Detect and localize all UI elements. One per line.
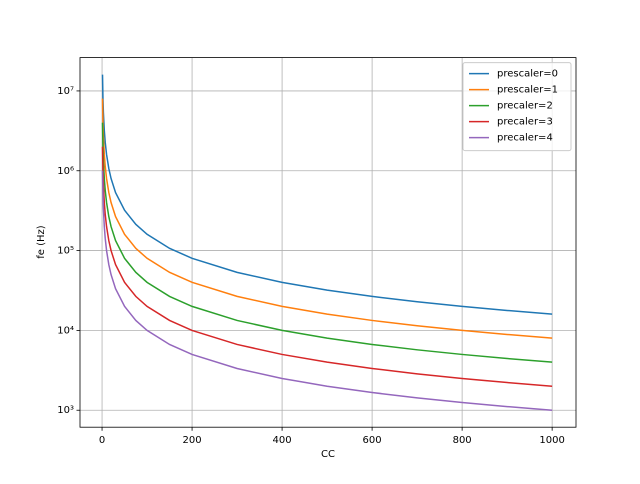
y-tick-label: 10⁵	[57, 246, 74, 257]
legend-label: prescaler=1	[497, 85, 558, 96]
y-tick-label: 10³	[57, 405, 74, 416]
x-tick-label: 400	[273, 435, 292, 446]
y-tick-label: 10⁴	[57, 325, 74, 336]
legend-label: precaler=2	[497, 101, 553, 112]
x-axis-label: CC	[321, 449, 335, 460]
y-tick-label: 10⁷	[57, 86, 74, 97]
legend-label: precaler=4	[497, 133, 553, 144]
y-tick-label: 10⁶	[57, 166, 74, 177]
x-tick-label: 200	[183, 435, 202, 446]
plot-frame	[79, 57, 577, 428]
legend-box	[462, 62, 572, 152]
series-line	[101, 98, 553, 339]
x-tick-label: 600	[363, 435, 382, 446]
x-tick-label: 800	[453, 435, 472, 446]
series-line	[101, 146, 553, 387]
legend-label: prescaler=0	[497, 69, 558, 80]
x-tick-label: 0	[99, 435, 105, 446]
legend-label: precaler=3	[497, 117, 553, 128]
y-axis-label: fe (Hz)	[36, 225, 47, 259]
x-tick-label: 1000	[539, 435, 564, 446]
series-line	[101, 170, 553, 411]
series-line	[101, 74, 553, 315]
series-line	[101, 122, 553, 363]
